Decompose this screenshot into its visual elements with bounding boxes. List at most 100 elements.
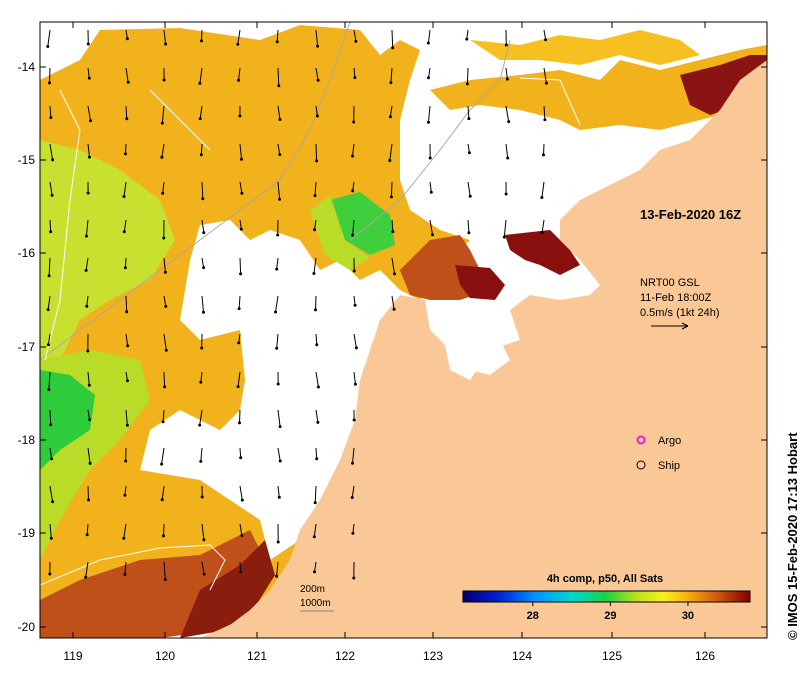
current-arrow-head xyxy=(161,499,163,501)
current-arrow-head xyxy=(355,40,357,42)
x-tick-label: 120 xyxy=(155,649,175,663)
current-arrow-head xyxy=(276,347,278,349)
current-arrow-head xyxy=(165,349,167,351)
current-arrow-head xyxy=(85,269,87,271)
current-arrow-head xyxy=(316,115,318,117)
current-arrow-head xyxy=(86,305,88,307)
y-tick-label: -15 xyxy=(18,153,36,167)
current-arrow-head xyxy=(390,196,392,198)
current-arrow-icon xyxy=(240,410,241,423)
current-arrow-head xyxy=(123,196,125,198)
ship-label: Ship xyxy=(658,460,680,472)
current-arrow-head xyxy=(315,309,317,311)
current-arrow-head xyxy=(314,502,316,504)
current-arrow-head xyxy=(237,386,239,388)
current-arrow-head xyxy=(238,79,240,81)
current-arrow-icon xyxy=(316,144,317,161)
current-arrow-head xyxy=(353,121,355,123)
current-model-label: NRT00 GSL xyxy=(640,277,700,289)
current-arrow-head xyxy=(48,275,50,277)
current-arrow-head xyxy=(199,82,201,84)
current-arrow-head xyxy=(240,457,242,459)
current-arrow-head xyxy=(47,46,49,48)
current-arrow-icon xyxy=(164,524,165,536)
current-arrow-icon xyxy=(50,410,51,425)
current-arrow-head xyxy=(389,116,391,118)
current-arrow-head xyxy=(164,386,166,388)
current-arrow-head xyxy=(202,198,204,200)
current-arrow-head xyxy=(352,190,354,192)
current-arrow-head xyxy=(508,121,510,123)
current-arrow-head xyxy=(165,305,167,307)
y-tick-labels: -14 -15 -16 -17 -18 -19 -20 xyxy=(18,60,36,634)
y-tick-label: -19 xyxy=(18,526,36,540)
current-arrow-head xyxy=(278,496,280,498)
current-arrow-head xyxy=(505,193,507,195)
current-arrow-head xyxy=(276,268,278,270)
current-arrow-head xyxy=(354,383,356,385)
current-arrow-head xyxy=(89,462,91,464)
current-arrow-head xyxy=(126,424,128,426)
current-arrow-head xyxy=(279,119,281,121)
current-arrow-head xyxy=(505,44,507,46)
colorbar-tick-label: 28 xyxy=(527,610,539,622)
current-arrow-head xyxy=(314,195,316,197)
current-arrow-head xyxy=(430,191,432,193)
current-arrow-head xyxy=(543,154,545,156)
current-arrow-icon xyxy=(467,68,468,84)
current-arrow-head xyxy=(317,421,319,423)
y-tick-label: -17 xyxy=(18,340,36,354)
current-arrow-head xyxy=(201,40,203,42)
current-arrow-head xyxy=(85,235,87,237)
current-arrow-head xyxy=(277,541,279,543)
y-tick-label: -18 xyxy=(18,433,36,447)
current-arrow-head xyxy=(317,79,319,81)
current-arrow-icon xyxy=(316,448,317,459)
current-arrow-head xyxy=(241,535,243,537)
current-arrow-head xyxy=(161,122,163,124)
current-arrow-head xyxy=(351,497,353,499)
current-arrow-head xyxy=(355,347,357,349)
x-tick-label: 123 xyxy=(423,649,443,663)
current-arrow-head xyxy=(239,115,241,117)
x-tick-label: 122 xyxy=(335,649,355,663)
current-arrow-head xyxy=(352,532,354,534)
current-arrow-head xyxy=(50,117,52,119)
current-arrow-head xyxy=(317,45,319,47)
colorbar-title: 4h comp, p50, All Sats xyxy=(547,573,663,585)
current-arrow-head xyxy=(353,270,355,272)
current-arrow-head xyxy=(123,231,125,233)
current-arrow-head xyxy=(238,342,240,344)
current-arrow-head xyxy=(162,421,164,423)
current-arrow-head xyxy=(354,304,356,306)
current-arrow-icon xyxy=(50,220,51,232)
current-arrow-head xyxy=(50,537,52,539)
current-arrow-head xyxy=(127,81,129,83)
current-arrow-head xyxy=(123,537,125,539)
current-arrow-head xyxy=(541,197,543,199)
current-arrow-head xyxy=(88,384,90,386)
current-arrow-head xyxy=(429,157,431,159)
current-arrow-head xyxy=(352,155,354,157)
x-tick-labels: 119 120 121 122 123 124 125 126 xyxy=(63,649,715,663)
current-arrow-head xyxy=(89,419,91,421)
current-arrow-head xyxy=(352,234,354,236)
current-arrow-head xyxy=(466,83,468,85)
current-arrow-head xyxy=(394,273,396,275)
current-arrow-head xyxy=(277,383,279,385)
current-arrow-head xyxy=(52,501,54,503)
argo-label: Argo xyxy=(658,435,681,447)
current-arrow-head xyxy=(126,118,128,120)
current-arrow-head xyxy=(392,231,394,233)
current-arrow-head xyxy=(201,347,203,349)
current-arrow-head xyxy=(278,85,280,87)
current-arrow-head xyxy=(466,38,468,40)
current-arrow-icon xyxy=(316,296,317,310)
plot-area xyxy=(40,22,767,638)
current-arrow-icon xyxy=(392,30,393,48)
current-arrow-head xyxy=(239,422,241,424)
current-arrow-head xyxy=(162,192,164,194)
current-arrow-head xyxy=(279,154,281,156)
